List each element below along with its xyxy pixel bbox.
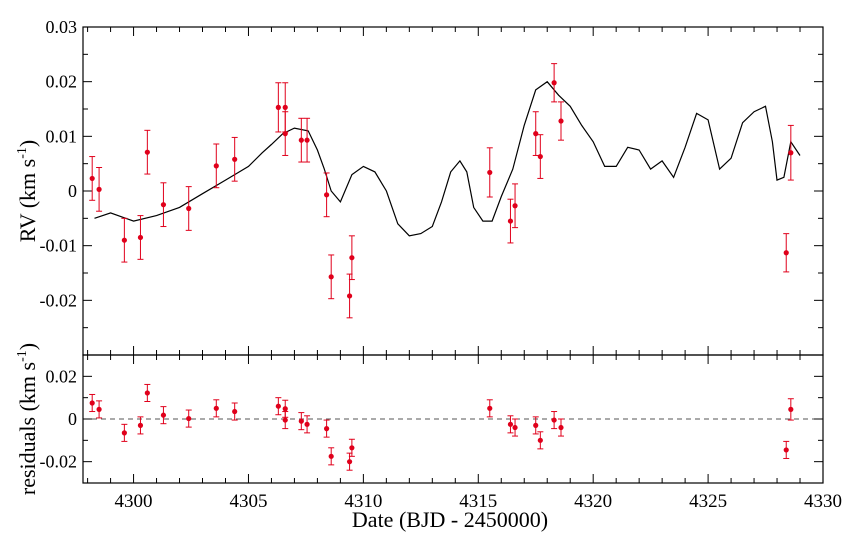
rv-point <box>349 255 355 261</box>
residual-point <box>96 406 102 412</box>
residuals-y-tick-label: -0.02 <box>40 452 78 472</box>
rv-panel: 0.03 0.02 0.01 0 -0.01 -0.02 RV (km s-1) <box>15 17 824 356</box>
residual-point <box>324 426 330 432</box>
x-ticks: 4300 4305 4310 4315 4320 4325 4330 <box>87 27 842 512</box>
residuals-y-axis-label: residuals (km s-1) <box>15 343 40 495</box>
rv-point <box>121 237 127 243</box>
residual-point <box>144 390 150 396</box>
rv-point <box>144 149 150 155</box>
residuals-y-ticks: 0.02 0 -0.02 <box>40 366 823 472</box>
residual-point <box>89 400 95 406</box>
residual-point <box>186 415 192 422</box>
x-tick-label: 4310 <box>344 491 382 512</box>
rv-y-tick-label: -0.01 <box>40 236 78 256</box>
residual-point <box>213 405 219 411</box>
rv-y-tick-label: -0.02 <box>40 290 78 310</box>
residual-point <box>282 417 288 423</box>
rv-data-points <box>89 63 794 319</box>
residuals-y-axis-label-close: ) <box>15 343 40 350</box>
residual-point <box>533 422 539 428</box>
rv-point <box>558 118 564 124</box>
rv-point <box>537 153 543 160</box>
rv-y-ticks: 0.03 0.02 0.01 0 -0.01 -0.02 <box>40 17 823 329</box>
x-tick-label: 4325 <box>689 491 727 512</box>
residual-point <box>551 417 557 423</box>
residual-point <box>487 405 493 411</box>
rv-point <box>137 234 144 241</box>
rv-point <box>512 203 518 209</box>
rv-point <box>186 205 192 212</box>
residuals-y-axis-label-sup: -1 <box>15 350 30 362</box>
residual-point <box>282 406 288 412</box>
rv-point <box>783 250 789 256</box>
residuals-y-tick-label: 0.02 <box>46 366 78 386</box>
rv-y-axis-label-sup: -1 <box>15 147 30 159</box>
rv-y-axis-label: RV (km s-1) <box>15 140 40 242</box>
rv-point <box>551 80 557 86</box>
residual-point <box>783 447 789 453</box>
rv-point <box>232 156 238 162</box>
residuals-panel: 0.02 0 -0.02 residuals (km s-1) <box>15 343 824 495</box>
residual-point <box>121 430 127 436</box>
residual-point <box>346 459 353 465</box>
residual-point <box>507 421 514 427</box>
rv-point <box>275 104 281 110</box>
rv-y-axis-label-close: ) <box>15 140 40 147</box>
rv-y-tick-label: 0.03 <box>46 17 78 37</box>
rv-point <box>788 150 794 156</box>
residual-point <box>512 424 518 431</box>
rv-point <box>282 104 288 110</box>
x-axis-label: Date (BJD - 2450000) <box>352 507 548 532</box>
residuals-y-tick-label: 0 <box>68 409 77 429</box>
rv-y-tick-label: 0.01 <box>46 126 78 146</box>
residual-point <box>160 412 167 418</box>
rv-point <box>160 202 167 208</box>
residual-point <box>232 408 238 415</box>
residual-point <box>349 445 355 451</box>
rv-y-tick-label: 0.02 <box>46 72 78 92</box>
x-tick-label: 4300 <box>115 491 153 512</box>
rv-point <box>282 131 288 137</box>
residual-point <box>537 437 543 443</box>
residual-point <box>304 421 310 427</box>
rv-point <box>96 186 102 192</box>
residual-point <box>328 453 334 459</box>
x-tick-label: 4315 <box>459 491 497 512</box>
rv-point <box>324 192 330 198</box>
residual-point <box>298 418 304 424</box>
rv-point <box>346 293 353 299</box>
residual-point <box>275 403 281 409</box>
rv-point <box>298 137 304 143</box>
rv-y-tick-label: 0 <box>68 181 77 201</box>
x-tick-label: 4330 <box>804 491 842 512</box>
x-tick-label: 4305 <box>229 491 267 512</box>
residuals-data-points <box>89 383 794 471</box>
rv-point <box>487 169 493 176</box>
rv-point <box>533 131 539 137</box>
rv-point <box>328 274 334 280</box>
rv-point <box>304 137 310 143</box>
rv-point <box>89 175 95 182</box>
residual-point <box>558 424 564 431</box>
x-tick-label: 4320 <box>574 491 612 512</box>
rv-point <box>213 163 219 169</box>
residual-point <box>137 422 144 428</box>
rv-point <box>507 218 514 224</box>
residual-point <box>788 406 794 412</box>
residuals-y-axis-label-text: residuals (km s <box>15 362 40 495</box>
rv-y-axis-label-text: RV (km s <box>15 159 40 242</box>
